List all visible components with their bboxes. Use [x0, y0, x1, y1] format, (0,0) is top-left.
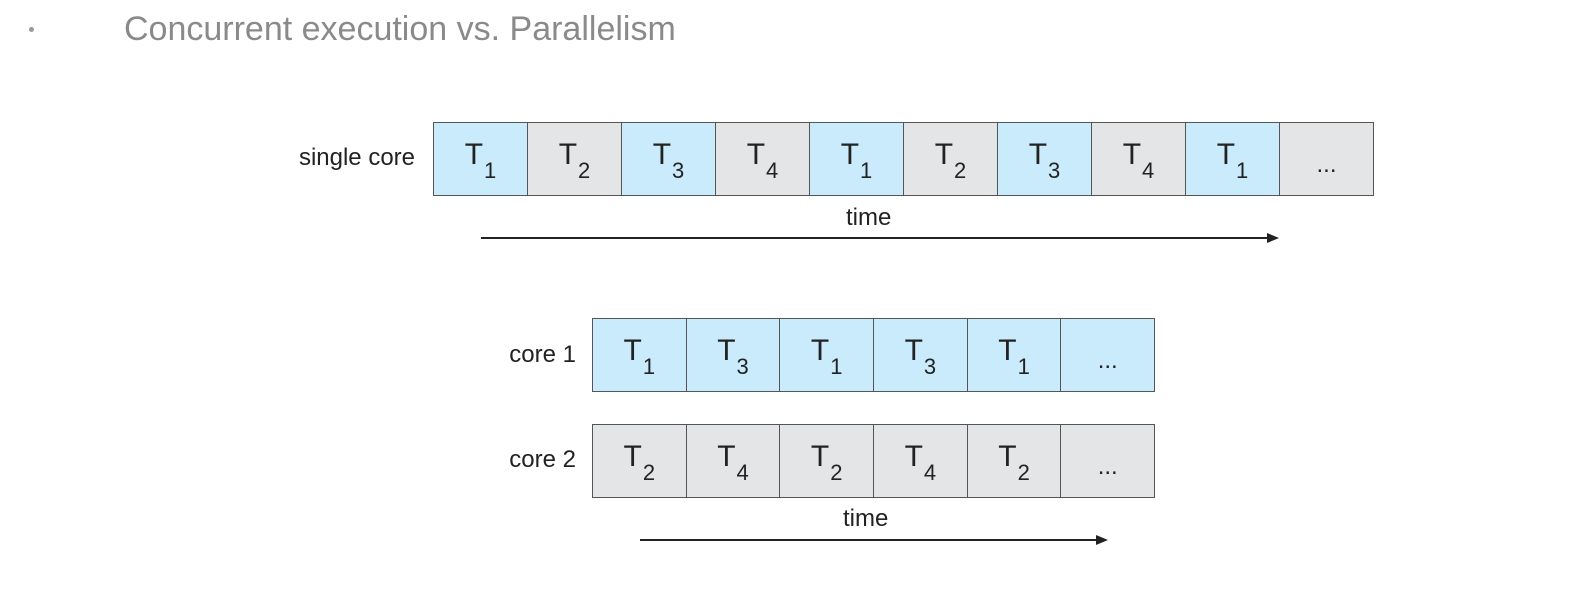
single-core-task-index: 1: [1236, 158, 1249, 183]
core1-task-name: T: [623, 334, 642, 367]
single-core-task-name: T: [558, 138, 578, 171]
multicore-time-label: time: [843, 505, 889, 532]
single-core-task-index: 3: [1048, 158, 1061, 183]
core2-task-name: T: [717, 440, 736, 473]
single-core-task-name: T: [746, 138, 766, 171]
single-core-task-cell: ...: [1280, 123, 1373, 195]
single-core-task-index: 2: [954, 158, 967, 183]
single-core-time-arrow: [481, 233, 1279, 243]
core1-task-index: 1: [642, 354, 656, 379]
core1-task-name: T: [810, 334, 830, 367]
core2-label: core 2: [509, 446, 576, 473]
single-core-task-index: 3: [672, 158, 685, 183]
core1-timeline: T 1 T 3 T 1 T 3 T 1...: [592, 318, 1155, 392]
single-core-time-label: time: [846, 204, 892, 231]
slide-heading: Concurrent execution vs. Parallelism: [124, 10, 676, 48]
core1-task-name: T: [998, 334, 1017, 367]
core1-task-index: 1: [830, 354, 843, 379]
single-core-task-index: 2: [578, 158, 591, 183]
single-core-task-index: 4: [1142, 158, 1155, 183]
single-core-task-name: T: [1216, 138, 1236, 171]
single-core-timeline: T 1 T 2 T 3 T 4 T 1 T 2 T 3 T 4 T 1...: [433, 122, 1374, 196]
core2-task-name: T: [810, 440, 830, 473]
core1-task-index: 3: [923, 354, 937, 379]
single-core-task-name: T: [464, 138, 484, 171]
core1-task-name: T: [904, 334, 923, 367]
core2-timeline: T 2 T 4 T 2 T 4 T 2...: [592, 424, 1155, 498]
core2-task-name: T: [904, 440, 923, 473]
single-core-task-name: T: [652, 138, 672, 171]
core1-label: core 1: [509, 341, 576, 368]
core2-task-name: T: [623, 440, 642, 473]
single-core-task-name: T: [934, 138, 954, 171]
single-core-task-index: 1: [484, 158, 497, 183]
core1-task-cell: ...: [1061, 319, 1155, 391]
core2-task-index: 4: [736, 460, 749, 485]
single-core-task-name: ...: [1316, 151, 1337, 178]
single-core-task-name: T: [1122, 138, 1142, 171]
core1-task-name: ...: [1097, 347, 1118, 374]
single-core-label: single core: [298, 144, 415, 171]
multicore-time-arrow: [640, 535, 1108, 545]
core2-task-index: 2: [830, 460, 843, 485]
single-core-task-name: T: [840, 138, 860, 171]
core1-task-name: T: [717, 334, 736, 367]
bullet-icon: [29, 27, 34, 32]
core1-task-index: 3: [736, 354, 749, 379]
core2-task-name: ...: [1097, 453, 1118, 480]
core2-task-name: T: [998, 440, 1017, 473]
core2-task-index: 2: [642, 460, 656, 485]
core1-task-index: 1: [1017, 354, 1030, 379]
single-core-task-name: T: [1028, 138, 1048, 171]
single-core-task-index: 1: [860, 158, 873, 183]
core2-task-index: 4: [923, 460, 937, 485]
core2-task-index: 2: [1017, 460, 1030, 485]
core2-task-cell: ...: [1061, 425, 1155, 497]
single-core-task-index: 4: [766, 158, 779, 183]
